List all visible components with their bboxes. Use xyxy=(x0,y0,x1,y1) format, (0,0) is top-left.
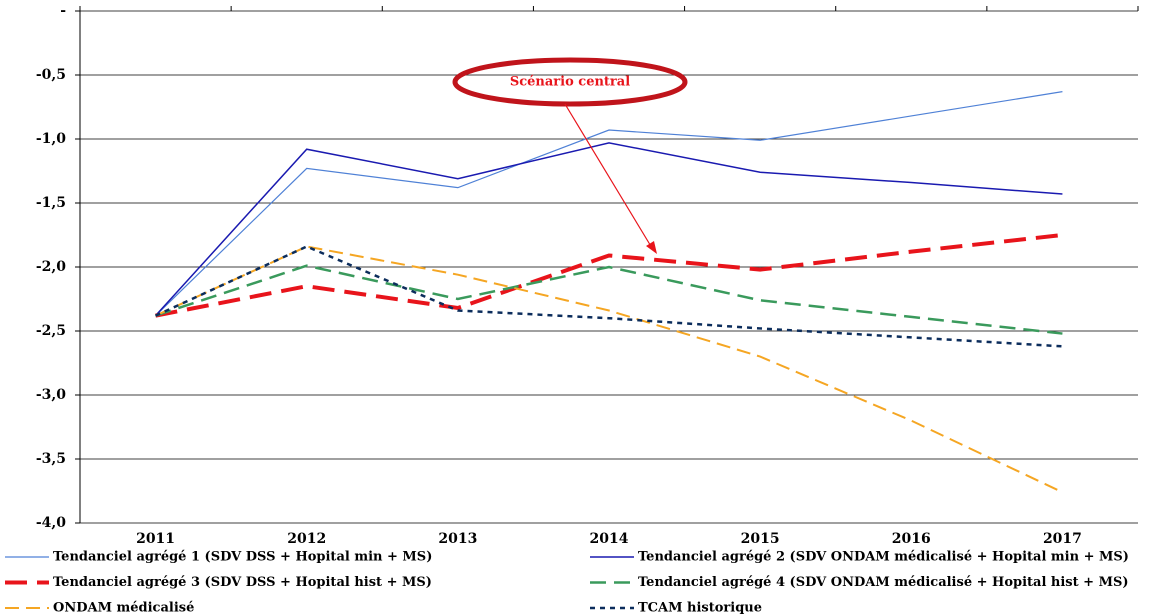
y-tick-label: -2,0 xyxy=(36,259,66,275)
legend-label: Tendanciel agrégé 3 (SDV DSS + Hopital h… xyxy=(53,575,432,590)
y-tick-label: -3,5 xyxy=(36,451,66,467)
y-tick-label: - xyxy=(60,3,66,19)
x-tick-label: 2013 xyxy=(438,531,477,547)
series-line xyxy=(155,233,1063,318)
y-tick-label: -4,0 xyxy=(36,515,66,531)
y-tick-label: -0,5 xyxy=(36,67,66,83)
arrow-head xyxy=(646,241,657,254)
series-line xyxy=(155,245,1063,348)
legend-label: Tendanciel agrégé 4 (SDV ONDAM médicalis… xyxy=(638,575,1129,590)
x-tick-label: 2012 xyxy=(287,531,326,547)
annotation-ellipse xyxy=(452,57,688,107)
legend-label: Tendanciel agrégé 2 (SDV ONDAM médicalis… xyxy=(638,550,1129,565)
legend-bg xyxy=(0,545,1149,616)
x-tick-label: 2017 xyxy=(1043,531,1082,547)
x-tick-label: 2015 xyxy=(741,531,780,547)
y-tick-label: -2,5 xyxy=(36,323,66,339)
legend-label: ONDAM médicalisé xyxy=(53,601,194,616)
annotation: Scénario central xyxy=(510,75,630,90)
legend-label: Tendanciel agrégé 1 (SDV DSS + Hopital m… xyxy=(53,550,432,565)
y-tick-label: -1,0 xyxy=(36,131,66,147)
series-line xyxy=(155,245,1063,494)
x-tick-label: 2014 xyxy=(590,531,629,547)
y-tick-label: -3,0 xyxy=(36,387,66,403)
x-tick-label: 2016 xyxy=(892,531,931,547)
x-tick-label: 2011 xyxy=(136,531,175,547)
legend-label: TCAM historique xyxy=(638,601,762,616)
y-tick-label: -1,5 xyxy=(36,195,66,211)
series-line xyxy=(155,142,1063,317)
annotation-arrow xyxy=(564,103,653,249)
series-line xyxy=(155,264,1063,335)
series-line xyxy=(155,91,1063,317)
